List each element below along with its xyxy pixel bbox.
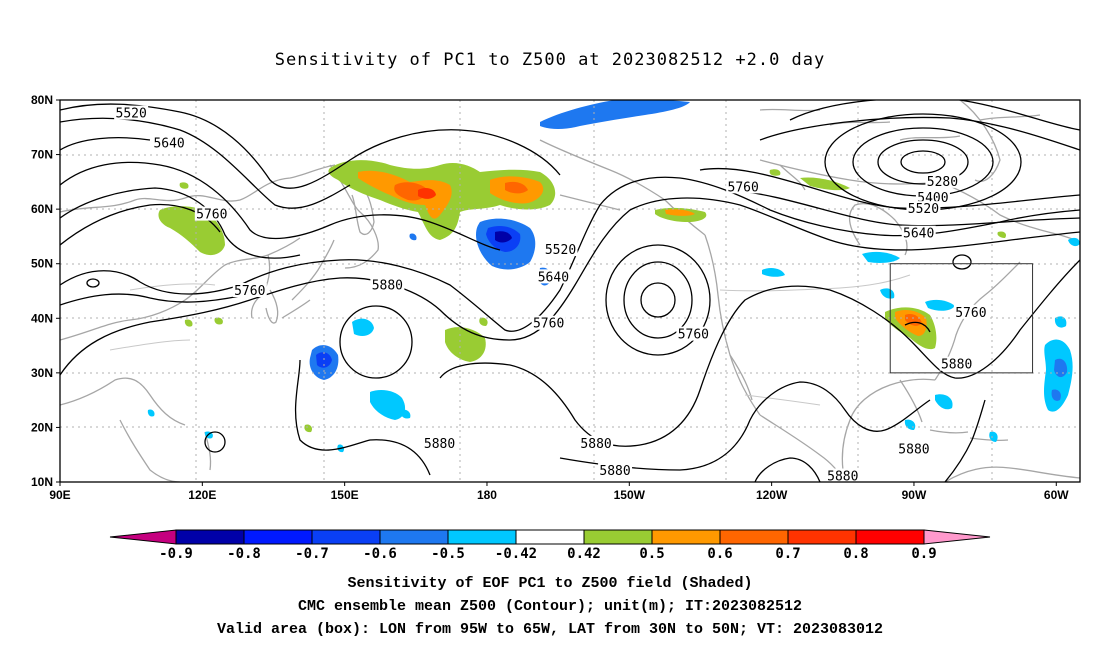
contour-label: 5520 (908, 202, 939, 217)
contour-label-bg (906, 201, 941, 216)
caption-line-1: Sensitivity of EOF PC1 to Z500 field (Sh… (347, 575, 753, 592)
lat-label: 20N (31, 420, 53, 434)
contour-label: 5520 (545, 243, 576, 258)
colorbar-segment (243, 529, 313, 545)
contour-label-bg (676, 326, 711, 341)
lat-label: 70N (31, 148, 53, 162)
colorbar-label: -0.6 (363, 546, 397, 562)
colorbar-label: -0.5 (431, 546, 465, 562)
colorbar-lower-extension (109, 529, 177, 545)
colorbar-label: 0.7 (775, 546, 800, 562)
colorbar-label: -0.7 (295, 546, 329, 562)
lat-label: 10N (31, 475, 53, 489)
valid-area-box (889, 263, 1034, 374)
contour-label: 5880 (941, 358, 972, 373)
contour-label-bg (422, 435, 457, 450)
colorbar-segment (515, 529, 585, 545)
contour-label: 5760 (678, 328, 709, 343)
contour-label-bg (579, 435, 614, 450)
contour-label-bg (152, 135, 187, 150)
map-frame (59, 99, 1081, 483)
contour-label-bg (598, 463, 633, 478)
colorbar-label: 0.8 (843, 546, 868, 562)
colorbar-segment (855, 529, 925, 545)
contour-label-bg (232, 283, 267, 297)
colorbar-upper-extension (923, 529, 991, 545)
contour-label: 5280 (927, 175, 958, 190)
map-background (60, 100, 1080, 482)
colorbar-segment (651, 529, 721, 545)
sensitivity-shading (147, 100, 1080, 453)
contour-label-bg (925, 173, 960, 188)
contour-label-bg (536, 269, 571, 284)
caption-line-2: CMC ensemble mean Z500 (Contour); unit(m… (297, 598, 803, 615)
contour-label-bg (915, 190, 950, 205)
contour-label: 5760 (728, 180, 759, 195)
colorbar-label: -0.9 (159, 546, 193, 562)
contour-label-bg (114, 105, 149, 120)
contour-label: 5760 (533, 317, 564, 332)
colorbar-segment (311, 529, 381, 545)
contour-label: 5760 (234, 284, 265, 299)
contour-label-bg (370, 277, 405, 292)
lon-label: 120E (188, 488, 216, 502)
colorbar-label: 0.9 (911, 546, 936, 562)
contour-label-bg (825, 468, 860, 482)
grid-lines (60, 100, 1080, 482)
contour-label: 5880 (827, 470, 858, 485)
colorbar-label: -0.42 (495, 546, 537, 562)
lon-label: 150E (331, 488, 359, 502)
contour-label: 5880 (898, 442, 929, 457)
contour-label-bg (726, 179, 761, 194)
contour-label: 5640 (903, 227, 934, 242)
contour-label: 5760 (196, 208, 227, 223)
lon-label: 180 (477, 488, 497, 502)
contour-label-bg (896, 441, 931, 456)
contour-label-bg (543, 242, 578, 257)
contour-label: 5880 (580, 437, 611, 452)
lat-label: 50N (31, 257, 53, 271)
colorbar-label: 0.42 (567, 546, 601, 562)
contour-label: 5880 (599, 464, 630, 479)
colorbar-labels: -0.9 -0.8 -0.7 -0.6 -0.5 -0.42 0.42 0.5 0.6 0.7 0.… (159, 546, 937, 562)
lon-label: 90E (49, 488, 70, 502)
colorbar-label: -0.8 (227, 546, 261, 562)
contour-label-bg (901, 225, 936, 240)
contour-label-bg (953, 304, 988, 319)
colorbar-segment (787, 529, 857, 545)
figure-title: Sensitivity of PC1 to Z500 at 2023082512… (274, 50, 826, 70)
colorbar (109, 529, 991, 545)
lat-label: 40N (31, 311, 53, 325)
contour-label: 5880 (372, 279, 403, 294)
contour-label: 5640 (538, 270, 569, 285)
caption-line-3: Valid area (box): LON from 95W to 65W, L… (216, 621, 884, 638)
colorbar-label: 0.6 (707, 546, 732, 562)
contour-label-bg (194, 206, 229, 221)
contour-label: 5520 (116, 107, 147, 122)
lon-label: 60W (1044, 488, 1069, 502)
contour-labels: 5520 5640 5760 5760 5880 5520 5640 5760 5760 5760… (114, 105, 988, 485)
latitude-tick-labels: 80N 70N 60N 50N 40N 30N 20N 10N (31, 93, 60, 489)
colorbar-segment (719, 529, 789, 545)
lon-label: 150W (614, 488, 646, 502)
contour-label: 5880 (424, 437, 455, 452)
colorbar-segment (583, 529, 653, 545)
contour-label: 5760 (955, 306, 986, 321)
contour-label-bg (531, 315, 566, 330)
colorbar-label: 0.5 (639, 546, 664, 562)
lat-label: 80N (31, 93, 53, 107)
colorbar-segment (379, 529, 449, 545)
longitude-tick-labels: 90E 120E 150E 180 150W 120W 90W 60W (49, 482, 1069, 502)
lat-label: 30N (31, 366, 53, 380)
lon-label: 120W (756, 488, 788, 502)
contour-label: 5640 (153, 137, 184, 152)
colorbar-segment (175, 529, 245, 545)
colorbar-segment (447, 529, 517, 545)
contour-label-bg (939, 356, 974, 371)
lat-label: 60N (31, 202, 53, 216)
lon-label: 90W (902, 488, 927, 502)
